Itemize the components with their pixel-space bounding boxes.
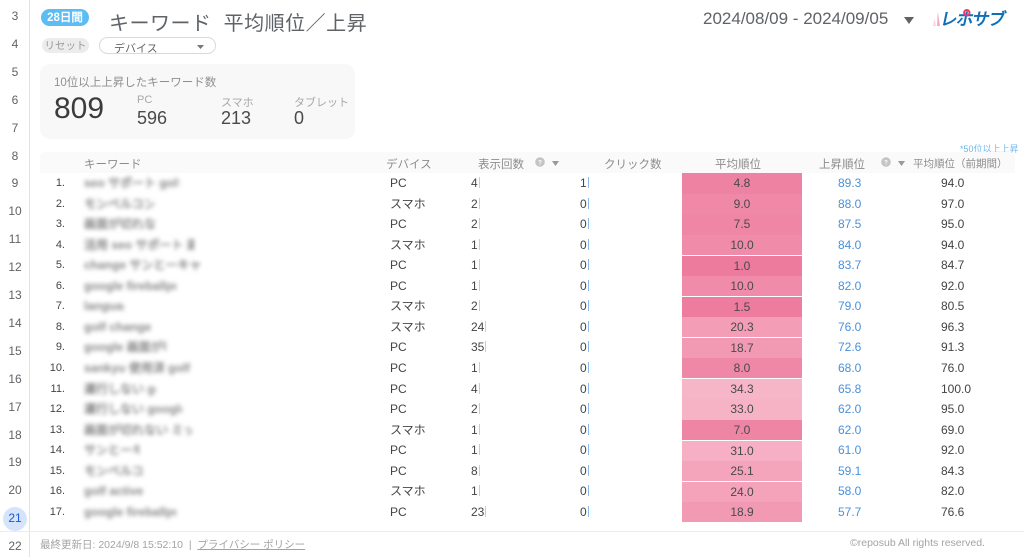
svg-text:?: ?: [884, 160, 888, 167]
svg-text:?: ?: [538, 160, 542, 167]
svg-text:レホサブ: レホサブ: [939, 9, 1009, 29]
